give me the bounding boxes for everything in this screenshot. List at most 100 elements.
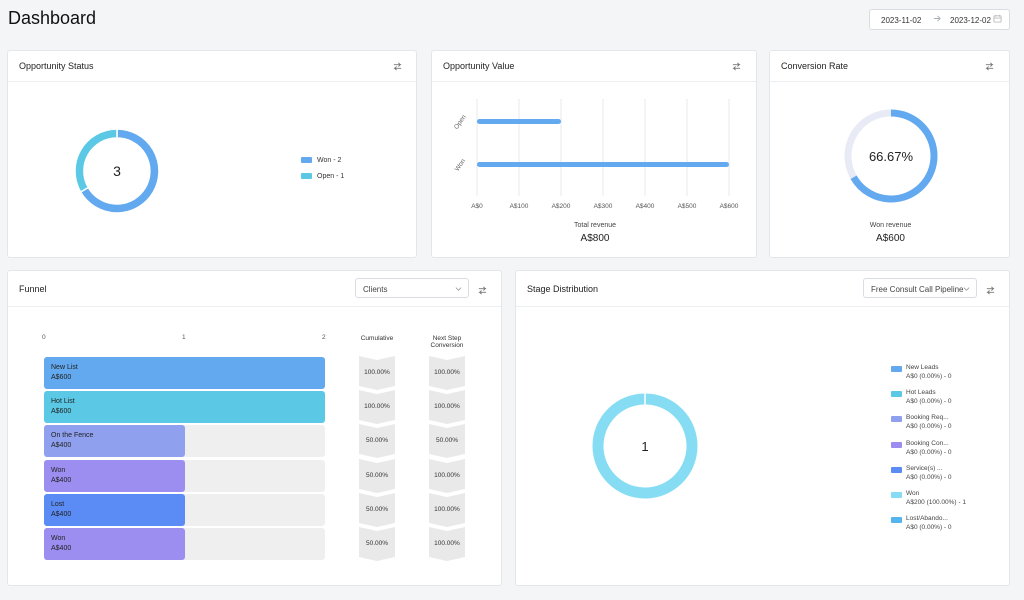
gauge-fill xyxy=(844,109,938,203)
legend-text: Won A$200 (100.00%) - 1 xyxy=(906,489,966,507)
cumulative-header: Cumulative xyxy=(360,335,394,342)
conversion-rate-card: Conversion Rate 66.67% Won revenue A$600 xyxy=(769,50,1010,258)
card-header: Stage Distribution Free Consult Call Pip… xyxy=(516,271,1009,307)
legend-swatch xyxy=(891,416,902,422)
legend-stage-value: A$0 (0.00%) - 0 xyxy=(906,449,952,456)
funnel-bar[interactable]: Lost A$400 xyxy=(44,494,185,526)
donut-slice-open xyxy=(74,128,118,194)
stage-distribution-donut: 1 xyxy=(592,393,698,499)
gauge-center-label: 66.67% xyxy=(869,149,914,164)
funnel-axis-tick: 1 xyxy=(182,334,186,341)
swap-icon[interactable] xyxy=(477,283,489,295)
legend-swatch xyxy=(891,492,902,498)
x-tick-label: A$600 xyxy=(720,203,739,210)
y-category-label: Open xyxy=(453,113,468,130)
donut-center-label: 1 xyxy=(641,439,648,454)
funnel-stage-amount: A$400 xyxy=(51,545,72,552)
card-header: Opportunity Value xyxy=(432,51,756,82)
legend-stage-value: A$0 (0.00%) - 0 xyxy=(906,373,952,380)
x-tick-label: A$0 xyxy=(471,203,483,210)
card-title: Conversion Rate xyxy=(781,61,849,71)
donut-center-label: 3 xyxy=(113,163,121,179)
funnel-stage-amount: A$400 xyxy=(51,511,72,518)
calendar-icon[interactable] xyxy=(993,14,1002,25)
funnel-axis-tick: 2 xyxy=(322,334,326,341)
swap-icon[interactable] xyxy=(731,59,743,71)
total-revenue-value: A$800 xyxy=(580,233,610,244)
funnel-stage-name: Hot List xyxy=(51,398,75,405)
legend-stage-name: Hot Leads xyxy=(906,389,936,396)
opportunity-status-card: Opportunity Status 3 Won - 2 Open - 1 xyxy=(7,50,417,258)
funnel-filter-select[interactable]: Clients xyxy=(355,278,469,298)
cumulative-cell: 50.00% xyxy=(359,493,395,527)
opportunity-status-donut: 3 xyxy=(74,128,160,214)
legend-item-open[interactable]: Open - 1 xyxy=(301,173,344,180)
opportunity-value-chart: A$0 A$100 A$200 A$300 A$400 A$500 A$600 Open Won xyxy=(453,99,739,210)
x-tick-label: A$100 xyxy=(510,203,529,210)
funnel-bar[interactable]: Won A$400 xyxy=(44,528,185,560)
legend-text: New Leads A$0 (0.00%) - 0 xyxy=(906,363,952,381)
swap-icon[interactable] xyxy=(984,59,996,71)
legend-swatch xyxy=(891,366,902,372)
bar-open xyxy=(477,119,561,124)
legend-stage-value: A$0 (0.00%) - 0 xyxy=(906,423,952,430)
date-range-picker[interactable]: 2023-11-02 2023-12-02 xyxy=(869,9,1010,30)
bar-won xyxy=(477,162,729,167)
legend-stage-value: A$0 (0.00%) - 0 xyxy=(906,398,952,405)
funnel-stage-amount: A$600 xyxy=(51,408,72,415)
funnel-bar[interactable]: On the Fence A$400 xyxy=(44,425,185,457)
legend-swatch xyxy=(301,157,312,164)
card-title: Opportunity Value xyxy=(443,61,515,71)
card-title: Opportunity Status xyxy=(19,61,94,71)
legend-stage-value: A$0 (0.00%) - 0 xyxy=(906,524,952,531)
next-step-cell: 50.00% xyxy=(429,424,465,458)
legend-text: Booking Req... A$0 (0.00%) - 0 xyxy=(906,413,952,431)
funnel-stage-amount: A$600 xyxy=(51,374,72,381)
funnel-axis-tick: 0 xyxy=(42,334,46,341)
next-step-cell: 100.00% xyxy=(429,459,465,493)
next-step-cell: 100.00% xyxy=(429,356,465,390)
funnel-bar[interactable]: Won A$400 xyxy=(44,460,185,492)
card-header: Conversion Rate xyxy=(770,51,1009,82)
swap-icon[interactable] xyxy=(392,59,404,71)
legend-swatch xyxy=(891,517,902,523)
funnel-stage-amount: A$400 xyxy=(51,477,72,484)
pipeline-select[interactable]: Free Consult Call Pipeline xyxy=(863,278,977,298)
next-step-cell: 100.00% xyxy=(429,390,465,424)
opportunity-value-card: Opportunity Value A$0 A$100 A$200 A$300 A$40… xyxy=(431,50,757,258)
legend-text: Service(s) ... A$0 (0.00%) - 0 xyxy=(906,464,952,482)
cumulative-cell: 50.00% xyxy=(359,527,395,561)
legend-text: Lost/Abando... A$0 (0.00%) - 0 xyxy=(906,514,952,532)
x-tick-label: A$200 xyxy=(552,203,571,210)
legend-item-won[interactable]: Won - 2 xyxy=(301,157,341,164)
x-tick-label: A$300 xyxy=(594,203,613,210)
total-revenue-label: Total revenue xyxy=(573,222,617,229)
next-step-cell: 100.00% xyxy=(429,527,465,561)
legend-text: Booking Con... A$0 (0.00%) - 0 xyxy=(906,439,952,457)
cumulative-cell: 50.00% xyxy=(359,459,395,493)
cumulative-cell: 100.00% xyxy=(359,356,395,390)
cumulative-cell: 100.00% xyxy=(359,390,395,424)
chevron-down-icon xyxy=(963,287,970,291)
legend-stage-name: Lost/Abando... xyxy=(906,515,948,522)
page-title: Dashboard xyxy=(8,8,97,28)
swap-icon[interactable] xyxy=(985,283,997,295)
card-header: Opportunity Status xyxy=(8,51,416,82)
next-step-cell: 100.00% xyxy=(429,493,465,527)
next-step-header-line: Next Step xyxy=(432,335,462,342)
legend-stage-name: Won xyxy=(906,490,920,497)
legend-text: Hot Leads A$0 (0.00%) - 0 xyxy=(906,388,952,406)
funnel-bar[interactable]: Hot List A$600 xyxy=(44,391,325,423)
next-step-header-line: Conversion xyxy=(430,342,464,349)
legend-label: Open - 1 xyxy=(317,173,345,180)
date-range-start[interactable]: 2023-11-02 xyxy=(881,16,922,25)
won-revenue-label: Won revenue xyxy=(869,222,912,229)
legend-stage-value: A$200 (100.00%) - 1 xyxy=(906,499,966,506)
funnel-stage-name: Lost xyxy=(51,501,65,508)
funnel-bar[interactable]: New List A$600 xyxy=(44,357,325,389)
x-tick-label: A$500 xyxy=(678,203,697,210)
legend-swatch xyxy=(301,173,312,180)
select-value: Clients xyxy=(363,285,388,294)
date-range-end[interactable]: 2023-12-02 xyxy=(950,16,991,25)
legend-stage-name: Booking Req... xyxy=(906,414,949,421)
